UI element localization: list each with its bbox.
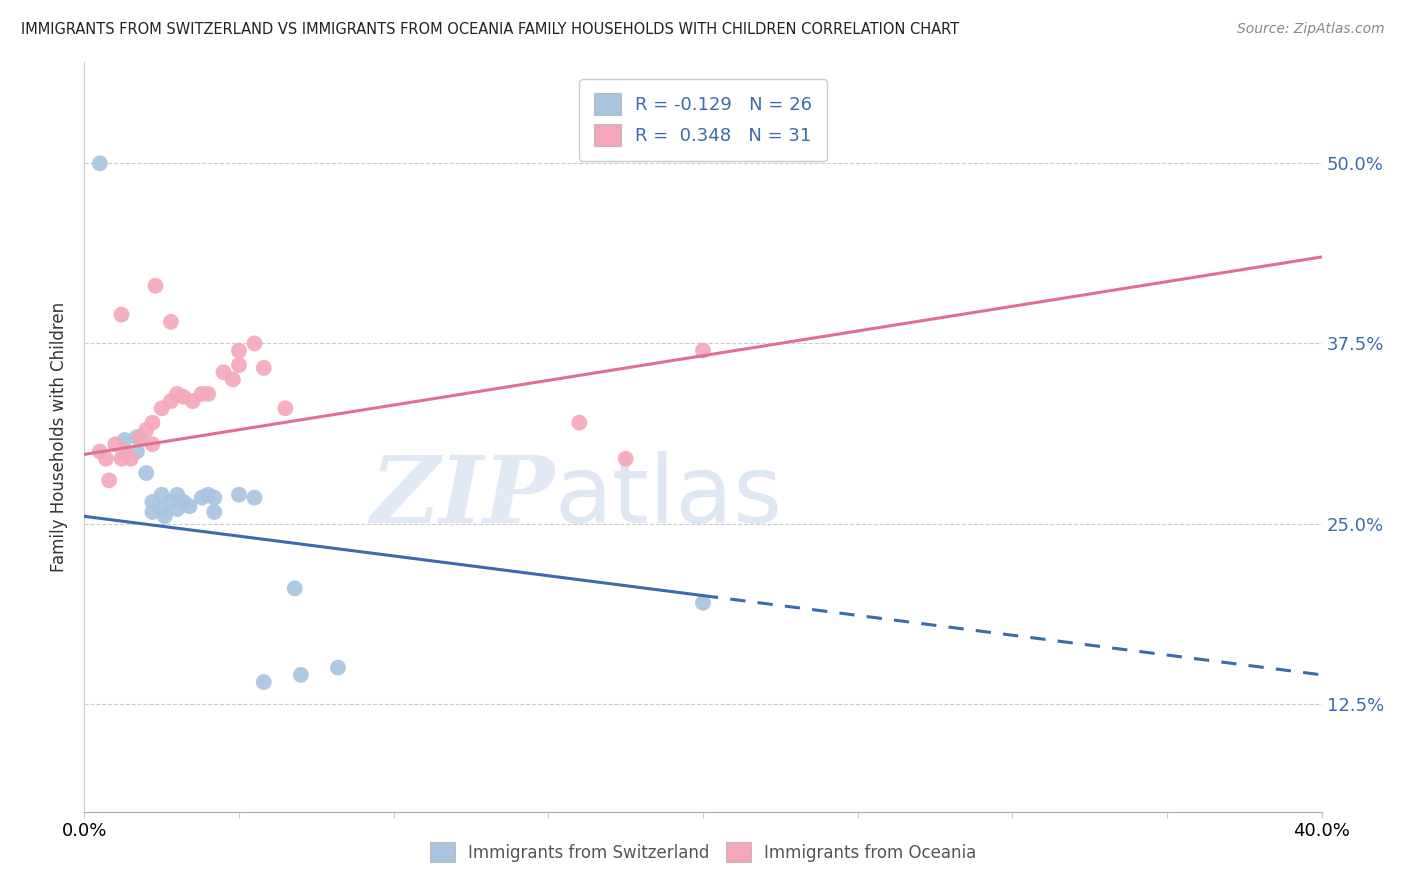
Point: [692, 596, 714, 610]
Point: [160, 495, 183, 509]
Legend: Immigrants from Switzerland, Immigrants from Oceania: Immigrants from Switzerland, Immigrants …: [422, 834, 984, 871]
Point: [89, 156, 111, 170]
Point: [253, 675, 276, 690]
Point: [228, 488, 250, 502]
Point: [160, 315, 183, 329]
Y-axis label: Family Households with Children: Family Households with Children: [51, 302, 69, 572]
Point: [166, 502, 188, 516]
Point: [228, 343, 250, 358]
Point: [568, 416, 591, 430]
Point: [222, 372, 245, 386]
Point: [191, 491, 214, 505]
Point: [326, 660, 349, 674]
Point: [114, 444, 136, 458]
Point: [290, 668, 312, 682]
Point: [181, 394, 204, 409]
Point: [160, 394, 183, 409]
Text: ZIP: ZIP: [370, 452, 554, 542]
Point: [166, 488, 188, 502]
Point: [243, 491, 266, 505]
Point: [104, 437, 127, 451]
Point: [228, 358, 250, 372]
Point: [197, 387, 219, 401]
Text: Source: ZipAtlas.com: Source: ZipAtlas.com: [1237, 22, 1385, 37]
Point: [212, 365, 235, 379]
Point: [253, 360, 276, 375]
Point: [243, 336, 266, 351]
Point: [150, 488, 173, 502]
Point: [125, 430, 148, 444]
Point: [197, 488, 219, 502]
Point: [141, 416, 163, 430]
Point: [98, 473, 121, 487]
Point: [150, 401, 173, 416]
Point: [202, 491, 225, 505]
Text: atlas: atlas: [554, 451, 783, 543]
Point: [614, 451, 637, 466]
Point: [141, 505, 163, 519]
Point: [114, 433, 136, 447]
Point: [135, 423, 157, 437]
Point: [110, 451, 132, 466]
Point: [153, 509, 176, 524]
Point: [172, 495, 194, 509]
Point: [141, 437, 163, 451]
Point: [166, 387, 188, 401]
Point: [94, 451, 117, 466]
Point: [284, 582, 307, 596]
Text: IMMIGRANTS FROM SWITZERLAND VS IMMIGRANTS FROM OCEANIA FAMILY HOUSEHOLDS WITH CH: IMMIGRANTS FROM SWITZERLAND VS IMMIGRANT…: [21, 22, 959, 37]
Point: [114, 447, 136, 461]
Point: [141, 495, 163, 509]
Point: [135, 466, 157, 480]
Point: [274, 401, 297, 416]
Point: [150, 502, 173, 516]
Point: [110, 308, 132, 322]
Point: [129, 430, 152, 444]
Point: [191, 387, 214, 401]
Point: [692, 343, 714, 358]
Point: [145, 278, 167, 293]
Point: [202, 505, 225, 519]
Point: [89, 444, 111, 458]
Point: [120, 451, 142, 466]
Point: [172, 390, 194, 404]
Point: [179, 500, 201, 514]
Point: [125, 444, 148, 458]
